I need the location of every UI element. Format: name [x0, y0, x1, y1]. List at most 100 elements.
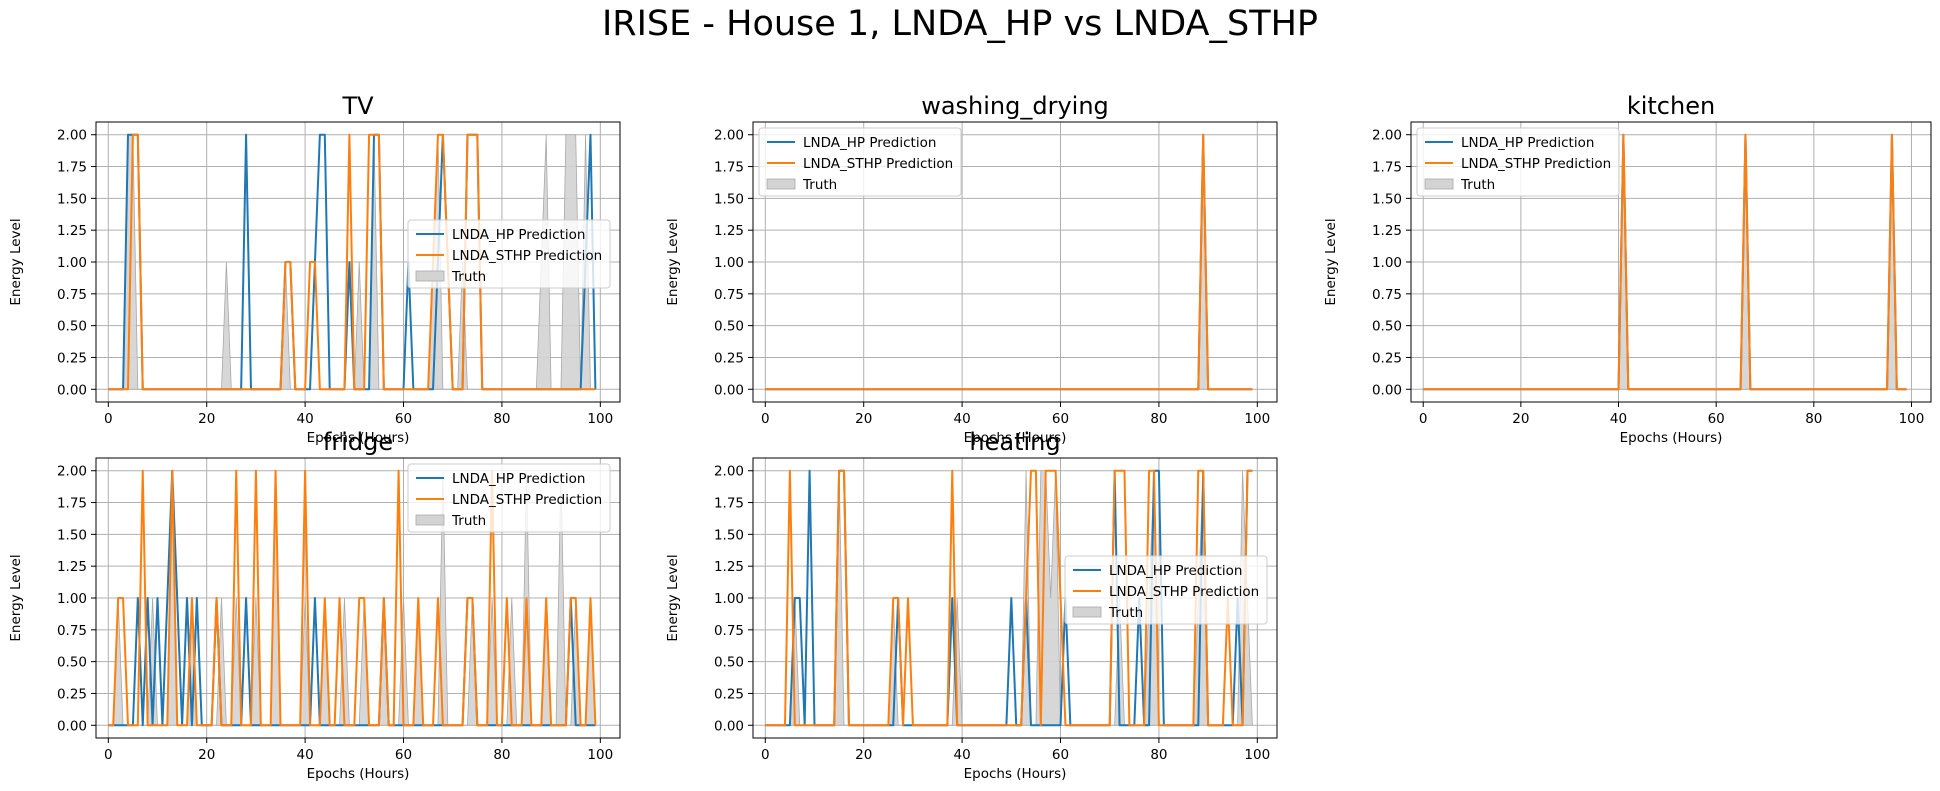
y-tick-label: 1.75 — [714, 496, 744, 512]
y-axis-label: Energy Level — [1323, 218, 1339, 305]
y-tick-label: 1.50 — [714, 191, 744, 207]
legend-swatch-truth — [415, 514, 445, 526]
x-tick-label: 40 — [297, 411, 314, 427]
x-tick-label: 40 — [297, 747, 314, 763]
x-tick-label: 20 — [1512, 411, 1529, 427]
legend-label: LNDA_STHP Prediction — [452, 248, 602, 264]
legend: LNDA_HP Prediction LNDA_STHP Prediction Tr… — [758, 127, 962, 197]
y-tick-label: 1.50 — [714, 527, 744, 543]
y-tick-label: 0.50 — [57, 655, 87, 671]
y-tick-label: 1.50 — [57, 527, 87, 543]
y-tick-label: 1.25 — [57, 223, 87, 239]
y-tick-label: 1.00 — [714, 591, 744, 607]
y-tick-label: 1.75 — [57, 496, 87, 512]
x-tick-label: 0 — [761, 411, 770, 427]
x-tick-label: 40 — [1610, 411, 1627, 427]
x-axis-label: Epochs (Hours) — [307, 766, 410, 782]
x-tick-label: 60 — [1052, 747, 1069, 763]
x-tick-label: 0 — [104, 747, 113, 763]
legend-box — [1416, 127, 1620, 197]
subplot-heating: 0 20 40 60 80 100 0.00 0.25 0.50 0.75 1.00 1.25 1.50… — [665, 428, 1278, 782]
plot-area — [1423, 133, 1907, 391]
y-tick-label: 2.00 — [714, 464, 744, 480]
subplot-tv: 0 20 40 60 80 100 0.00 0.25 0.50 0.75 1.00 1.25 1.50… — [8, 92, 621, 446]
x-tick-label: 0 — [104, 411, 113, 427]
x-tick-label: 60 — [1052, 411, 1069, 427]
x-tick-label: 60 — [395, 411, 412, 427]
y-tick-label: 0.75 — [1372, 287, 1402, 303]
y-tick-label: 2.00 — [57, 464, 87, 480]
x-tick-label: 20 — [855, 747, 872, 763]
legend-label: LNDA_STHP Prediction — [1109, 584, 1259, 600]
y-tick-label: 0.00 — [714, 718, 744, 734]
x-tick-label: 60 — [1708, 411, 1725, 427]
x-axis-label: Epochs (Hours) — [1620, 430, 1723, 446]
y-tick-label: 1.25 — [57, 559, 87, 575]
y-tick-label: 1.00 — [57, 591, 87, 607]
legend-label: Truth — [1108, 605, 1143, 621]
y-tick-label: 2.00 — [714, 128, 744, 144]
x-tick-label: 0 — [761, 747, 770, 763]
y-tick-label: 1.50 — [57, 191, 87, 207]
y-tick-label: 0.25 — [57, 686, 87, 702]
plot-area — [108, 469, 597, 727]
subplot-kitchen: 0 20 40 60 80 100 0.00 0.25 0.50 0.75 1.00 1.25 1.50… — [1323, 92, 1932, 446]
subplot-fridge: 0 20 40 60 80 100 0.00 0.25 0.50 0.75 1.00 1.25 1.50… — [8, 428, 621, 782]
x-tick-label: 40 — [954, 411, 971, 427]
x-tick-label: 80 — [1805, 411, 1822, 427]
x-tick-label: 80 — [1150, 747, 1167, 763]
x-tick-label: 100 — [1244, 411, 1270, 427]
y-tick-label: 0.25 — [57, 350, 87, 366]
x-tick-label: 100 — [1244, 747, 1270, 763]
x-tick-label: 80 — [1150, 411, 1167, 427]
y-tick-label: 1.00 — [1372, 255, 1402, 271]
y-tick-label: 0.75 — [57, 623, 87, 639]
legend-swatch-truth — [1424, 178, 1454, 190]
legend-box — [407, 463, 611, 533]
legend-label: LNDA_STHP Prediction — [1461, 156, 1611, 172]
x-tick-label: 60 — [395, 747, 412, 763]
series-sthp-line — [765, 133, 1253, 391]
legend-label: LNDA_HP Prediction — [452, 471, 585, 487]
x-tick-label: 20 — [198, 411, 215, 427]
legend: LNDA_HP Prediction LNDA_STHP Prediction Tr… — [407, 463, 611, 533]
x-tick-label: 100 — [1899, 411, 1925, 427]
x-tick-label: 20 — [198, 747, 215, 763]
y-tick-label: 0.75 — [57, 287, 87, 303]
subplot-washing-drying: 0 20 40 60 80 100 0.00 0.25 0.50 0.75 1.00 1.25 1.50… — [665, 92, 1278, 446]
y-tick-label: 1.00 — [57, 255, 87, 271]
legend-label: Truth — [1460, 177, 1495, 193]
plot-area — [765, 133, 1253, 391]
x-tick-label: 80 — [493, 747, 510, 763]
y-tick-label: 1.25 — [1372, 223, 1402, 239]
y-tick-label: 0.50 — [57, 319, 87, 335]
legend-swatch-truth — [415, 270, 445, 282]
x-tick-label: 0 — [1419, 411, 1428, 427]
y-tick-label: 0.50 — [1372, 319, 1402, 335]
x-tick-label: 20 — [855, 411, 872, 427]
subplots-grid: 0 20 40 60 80 100 0.00 0.25 0.50 0.75 1.00 1.25 1.50… — [8, 92, 1932, 782]
legend-label: Truth — [451, 513, 486, 529]
x-axis-label: Epochs (Hours) — [964, 430, 1067, 446]
y-tick-label: 1.25 — [714, 223, 744, 239]
x-tick-label: 80 — [493, 411, 510, 427]
legend-label: Truth — [802, 177, 837, 193]
y-axis-label: Energy Level — [665, 554, 681, 641]
y-tick-label: 0.25 — [714, 350, 744, 366]
y-tick-label: 1.00 — [714, 255, 744, 271]
subplot-title: fridge — [323, 428, 393, 456]
legend-label: Truth — [451, 269, 486, 285]
series-sthp-line — [1423, 133, 1907, 391]
subplot-title: washing_drying — [921, 92, 1109, 120]
y-axis-label: Energy Level — [8, 554, 24, 641]
y-tick-label: 1.75 — [57, 160, 87, 176]
legend-box — [407, 219, 611, 289]
y-tick-label: 0.75 — [714, 287, 744, 303]
y-tick-label: 0.00 — [57, 718, 87, 734]
figure-title: IRISE - House 1, LNDA_HP vs LNDA_STHP — [602, 4, 1318, 44]
y-tick-label: 0.00 — [1372, 382, 1402, 398]
y-tick-label: 0.25 — [1372, 350, 1402, 366]
series-sthp-line — [765, 469, 1253, 727]
legend-label: LNDA_HP Prediction — [1461, 135, 1594, 151]
